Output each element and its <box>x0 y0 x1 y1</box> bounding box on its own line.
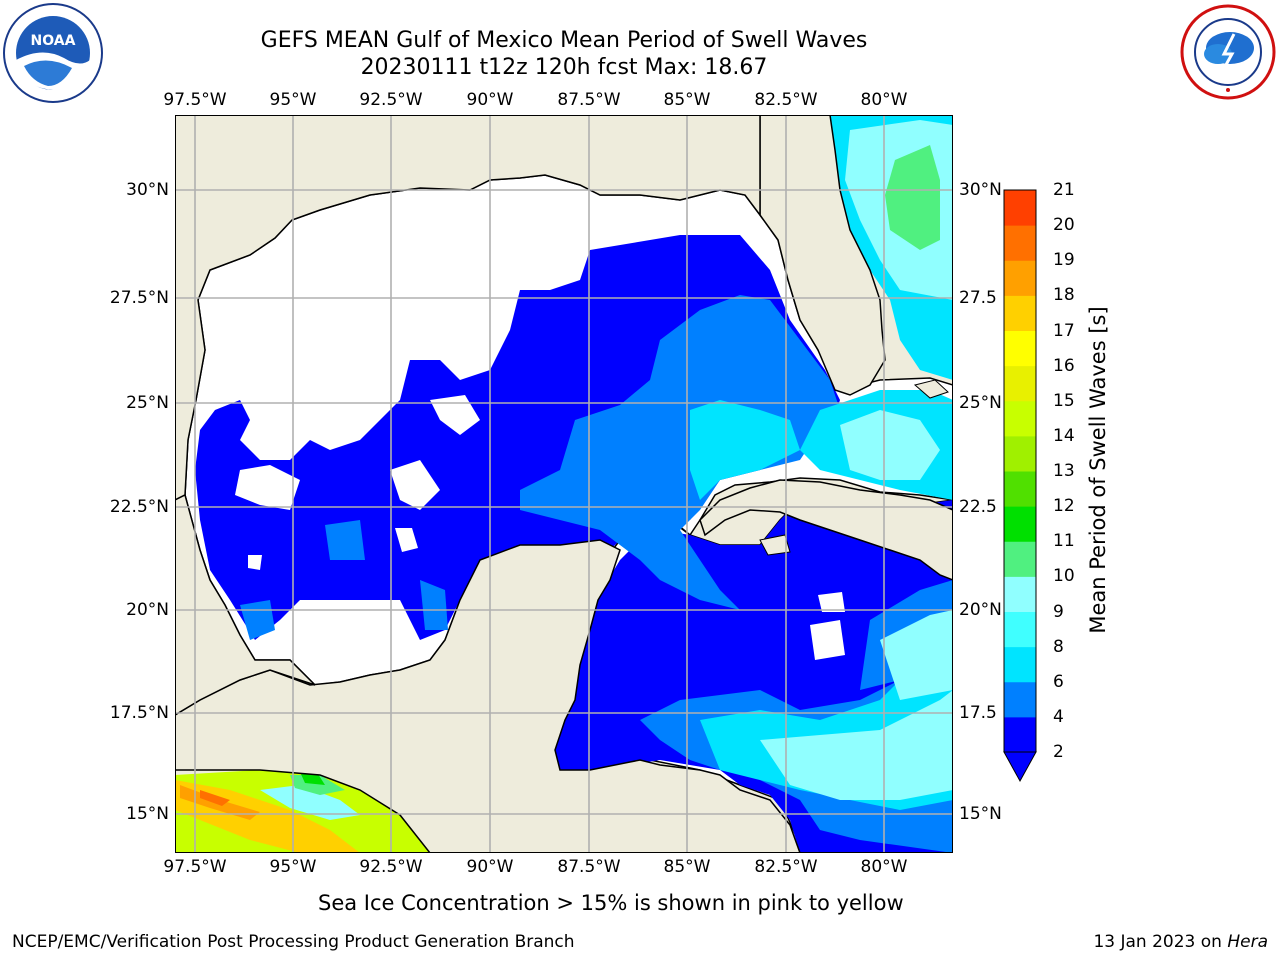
noaa-logo: NOAA <box>3 3 103 103</box>
colorbar-segment <box>1004 576 1036 612</box>
us-gulf-coast-land <box>175 115 761 501</box>
colorbar-tick: 17 <box>1053 320 1075 341</box>
colorbar-segment <box>1004 471 1036 507</box>
lon-tick-top: 85°W <box>663 90 711 110</box>
chart-subtitle: 20230111 t12z 120h fcst Max: 18.67 <box>360 55 768 80</box>
colorbar-segment <box>1004 611 1036 648</box>
colorbar-tick: 11 <box>1053 531 1075 552</box>
lon-tick-bottom: 95°W <box>269 857 317 877</box>
colorbar-tick: 18 <box>1053 285 1075 306</box>
lon-tick-bottom: 80°W <box>860 857 908 877</box>
lon-tick-top: 90°W <box>466 90 514 110</box>
colorbar-segment <box>1004 681 1036 718</box>
footer-date-text: 13 Jan 2023 on <box>1093 932 1228 952</box>
colorbar-segment <box>1004 330 1036 367</box>
lon-tick-top: 87.5°W <box>557 90 621 110</box>
colorbar-label: Mean Period of Swell Waves [s] <box>1086 306 1110 634</box>
colorbar-tick: 8 <box>1053 636 1064 657</box>
lat-tick-left: 15°N <box>126 804 169 824</box>
lat-tick-right: 27.5 <box>959 288 997 308</box>
colorbar-tick: 19 <box>1053 250 1075 271</box>
lat-tick-left: 20°N <box>126 600 169 620</box>
colorbar-tick: 9 <box>1053 601 1064 622</box>
lon-tick-bottom: 92.5°W <box>359 857 423 877</box>
lat-tick-left: 22.5°N <box>109 497 169 517</box>
lon-tick-bottom: 90°W <box>466 857 514 877</box>
bahamas-land <box>913 379 949 399</box>
yucatan-land <box>175 539 801 853</box>
lat-tick-left: 30°N <box>126 180 169 200</box>
lat-tick-right: 17.5 <box>959 703 997 723</box>
lon-tick-bottom: 97.5°W <box>163 857 227 877</box>
mexico-west-land <box>175 493 316 716</box>
colorbar-tick: 6 <box>1053 671 1064 692</box>
colorbar-tick: 16 <box>1053 355 1075 376</box>
graticule <box>175 115 953 853</box>
lat-tick-right: 15°N <box>959 804 1002 824</box>
lon-tick-top: 80°W <box>860 90 908 110</box>
colorbar-segment <box>1004 435 1036 472</box>
lon-tick-bottom: 82.5°W <box>754 857 818 877</box>
lat-tick-right: 25°N <box>959 393 1002 413</box>
colorbar-tick: 15 <box>1053 390 1075 411</box>
lon-tick-bottom: 85°W <box>663 857 711 877</box>
sea-ice-note: Sea Ice Concentration > 15% is shown in … <box>318 891 904 915</box>
colorbar-segment <box>1004 190 1036 226</box>
colorbar-tick: 4 <box>1053 706 1064 727</box>
lat-tick-left: 27.5°N <box>109 288 169 308</box>
cyan-zone <box>690 400 800 500</box>
colorbar-segment <box>1004 506 1036 542</box>
colorbar-segment <box>1004 260 1036 296</box>
cuba-land <box>699 479 953 581</box>
colorbar-tick: 20 <box>1053 215 1075 236</box>
lat-tick-left: 25°N <box>126 393 169 413</box>
lon-tick-top: 82.5°W <box>754 90 818 110</box>
colorbar-tick: 2 <box>1053 742 1064 762</box>
colorbar-segment <box>1004 716 1036 753</box>
map-panel <box>175 115 953 853</box>
colorbar-segment <box>1004 541 1036 577</box>
lon-tick-top: 95°W <box>269 90 317 110</box>
colorbar-tick: 14 <box>1053 425 1075 446</box>
footer-machine: Hera <box>1227 932 1268 952</box>
colorbar-segment <box>1004 295 1036 331</box>
colorbar-segment <box>1004 400 1036 437</box>
chart-title: GEFS MEAN Gulf of Mexico Mean Period of … <box>260 28 868 53</box>
lat-tick-right: 20°N <box>959 600 1002 620</box>
noaa-logo-text: NOAA <box>31 33 76 49</box>
colorbar-segment <box>1004 646 1036 683</box>
colorbar-tick: 13 <box>1053 461 1075 481</box>
colorbar-segment <box>1004 365 1036 402</box>
colorbar-tick: 21 <box>1053 180 1075 200</box>
colorbar-tick: 10 <box>1053 566 1075 587</box>
lon-tick-top: 97.5°W <box>163 90 227 110</box>
nws-logo <box>1180 4 1276 100</box>
green-zone <box>885 145 940 250</box>
colorbar-segment <box>1004 225 1036 261</box>
lon-tick-bottom: 87.5°W <box>557 857 621 877</box>
footer-date: 13 Jan 2023 on Hera <box>1093 932 1268 952</box>
colorbar-tick: 12 <box>1053 496 1075 517</box>
lat-tick-left: 17.5°N <box>109 703 169 723</box>
lat-tick-right: 22.5 <box>959 497 997 517</box>
footer-credit: NCEP/EMC/Verification Post Processing Pr… <box>12 932 575 952</box>
lon-tick-top: 92.5°W <box>359 90 423 110</box>
colorbar <box>1003 189 1037 783</box>
lat-tick-right: 30°N <box>959 180 1002 200</box>
dodgerblue-zone <box>520 295 840 610</box>
